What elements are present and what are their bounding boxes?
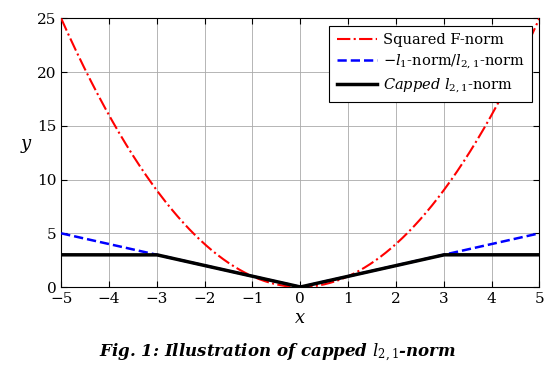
- X-axis label: x: x: [295, 309, 305, 327]
- Text: Fig. 1: Illustration of capped $l_{2,1}$-norm: Fig. 1: Illustration of capped $l_{2,1}$…: [100, 342, 456, 364]
- Y-axis label: y: y: [21, 135, 31, 153]
- Legend: Squared F-norm, $-l_1$-norm/$l_{2,1}$-norm, $\it{Capped}$ $\it{l}_{2,1}$-norm: Squared F-norm, $-l_1$-norm/$l_{2,1}$-no…: [329, 26, 532, 102]
